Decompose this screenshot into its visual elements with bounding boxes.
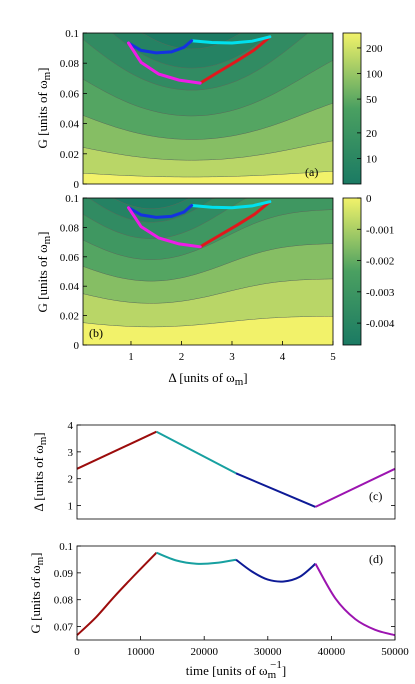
panel-b-ylabel: G [units of ωm] (35, 231, 53, 312)
panel-d-yticks: 0.07 0.08 0.09 0.1 (54, 541, 395, 634)
panel-a-overlay-path-3 (127, 39, 194, 55)
panel-a-colorbar-tick-label: 200 (366, 43, 383, 55)
panel-d-xtick-label: 0 (74, 646, 80, 658)
panel-c-ytick-label: 3 (68, 447, 74, 459)
panel-a-ytick-label: 0 (74, 179, 80, 191)
panel-b-ytick-label: 0.02 (60, 311, 79, 323)
panel-b-contour-band (83, 198, 333, 209)
panel-c: 1 2 3 4 (c) Δ [units of ωm] (31, 420, 396, 520)
panel-b-ytick-label: 0.06 (60, 252, 80, 264)
panel-d-xticks: 0 10000 20000 30000 40000 50000 (74, 636, 409, 658)
panel-b-colorbar-tick-label: -0.001 (366, 224, 394, 236)
panel-a-colorbar-tick-label: 100 (366, 69, 383, 81)
panel-a-overlay-path-1 (198, 35, 272, 85)
panel-a-ytick-label: 0.06 (60, 88, 80, 100)
panel-b-colorbar (342, 197, 362, 346)
panel-a-yticks: 0 0.02 0.04 0.06 0.08 0.1 (60, 28, 87, 191)
panel-b-overlay-path-4 (127, 206, 202, 249)
panel-a-ylabel: G [units of ωm] (35, 67, 53, 148)
panel-d-series-1 (76, 552, 158, 636)
panel-a-ytick-label: 0.1 (65, 28, 79, 40)
panel-d-label: (d) (369, 552, 383, 566)
panel-d-ytick-label: 0.08 (54, 595, 74, 607)
panel-b-ytick-label: 0.08 (60, 222, 80, 234)
panel-a-overlay-path-4 (127, 41, 202, 85)
panel-c-ytick-label: 1 (68, 501, 74, 513)
panel-a-frame (82, 32, 334, 185)
panel-d-frame (76, 545, 396, 641)
panel-b-xtick-label: 1 (128, 351, 134, 363)
panel-b-yticks: 0 0.02 0.04 0.06 0.08 0.1 (60, 193, 87, 352)
panel-b-colorbar-ticks: 0 -0.001 -0.002 -0.003 -0.004 (357, 193, 395, 330)
panel-b-xtick-label: 5 (330, 351, 336, 363)
panel-b-ytick-label: 0 (74, 340, 80, 352)
panel-a-colorbar-tick-label: 10 (366, 153, 378, 165)
panel-a-contours (83, 33, 333, 184)
panel-d-xtick-label: 50000 (381, 646, 409, 658)
panel-c-series-3 (235, 472, 316, 508)
panel-d-series-4 (314, 563, 396, 637)
panel-b-xticks: 1 2 3 4 5 (128, 341, 336, 363)
panel-b-colorbar-tick-label: -0.002 (366, 256, 394, 268)
panel-b-colorbar-tick-label: -0.004 (366, 318, 395, 330)
panel-b-overlay-path-2 (190, 200, 272, 210)
panel-a-ytick-label: 0.02 (60, 149, 79, 161)
panel-b-label: (b) (89, 326, 103, 340)
panel-a-colorbar-ticks: 200 100 50 20 10 (357, 43, 383, 165)
panel-d-ytick-label: 0.09 (54, 568, 74, 580)
panel-b-ytick-label: 0.1 (65, 193, 79, 205)
panel-b-overlay-path-3 (127, 204, 194, 219)
panel-c-yticks: 1 2 3 4 (68, 420, 395, 513)
panel-a-colorbar-tick-label: 50 (366, 94, 378, 106)
panel-b-xtick-label: 4 (280, 351, 286, 363)
panel-a-ytick-label: 0.08 (60, 58, 80, 70)
panel-d-xtick-label: 40000 (318, 646, 346, 658)
panel-a-colorbar (342, 32, 362, 185)
panel-b-ytick-label: 0.04 (60, 281, 80, 293)
panel-a-overlay-path-2 (190, 35, 272, 45)
panel-d-xtick-label: 10000 (127, 646, 155, 658)
panel-b: 0 0.02 0.04 0.06 0.08 0.1 1 2 3 4 5 (b) G [units … (35, 193, 395, 388)
panel-c-series-1 (76, 430, 157, 470)
panel-c-ytick-label: 4 (68, 420, 74, 432)
panel-d-ylabel: G [units of ωm] (28, 552, 46, 633)
panel-b-xtick-label: 3 (229, 351, 235, 363)
panel-b-xtick-label: 2 (179, 351, 185, 363)
panel-d-xtick-label: 20000 (190, 646, 218, 658)
panel-c-series-4 (315, 467, 396, 508)
panel-a-overlay (127, 35, 272, 85)
panel-a-ytick-label: 0.04 (60, 119, 80, 131)
panel-a-contour-band (83, 33, 333, 69)
panel-d-xtick-label: 30000 (254, 646, 282, 658)
panel-d-series-3 (235, 558, 317, 583)
panel-b-overlay-path-1 (198, 200, 272, 249)
panel-d-xlabel: time [units of ωm−1] (186, 659, 286, 681)
panel-b-xlabel: Δ [units of ωm] (168, 370, 247, 388)
panel-d: 0.07 0.08 0.09 0.1 0 10000 20000 30000 40000 500… (28, 541, 409, 681)
panel-c-series-2 (156, 430, 237, 475)
panel-d-ytick-label: 0.07 (54, 622, 74, 634)
panel-b-colorbar-tick-label: -0.003 (366, 287, 395, 299)
panel-b-colorbar-tick-label: 0 (366, 193, 372, 205)
panel-b-overlay (127, 200, 272, 249)
panel-b-frame (82, 197, 334, 346)
panel-a-colorbar-tick-label: 20 (366, 128, 378, 140)
panel-b-contours (83, 198, 333, 345)
panel-a: 0 0.02 0.04 0.06 0.08 0.1 (a) G [units of ωm]… (35, 28, 383, 191)
panel-c-label: (c) (369, 489, 382, 503)
panel-d-series (76, 551, 396, 637)
panel-c-series (76, 430, 396, 508)
panel-d-ytick-label: 0.1 (59, 541, 73, 553)
panel-c-frame (76, 424, 396, 520)
panel-c-ytick-label: 2 (68, 474, 74, 486)
panel-a-label: (a) (305, 165, 318, 179)
panel-c-ylabel: Δ [units of ωm] (31, 432, 49, 511)
panel-d-series-2 (156, 551, 237, 565)
